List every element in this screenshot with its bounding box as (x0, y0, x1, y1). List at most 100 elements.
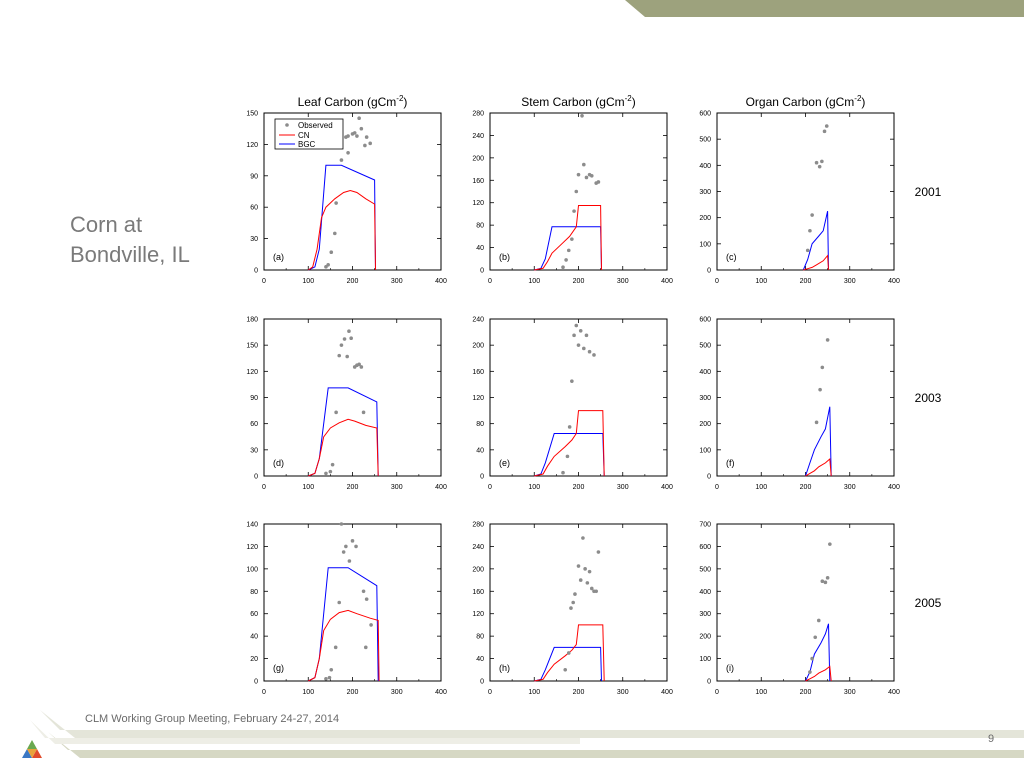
observed-point (596, 550, 601, 554)
x-tick-label: 300 (844, 278, 856, 285)
observed-point (589, 174, 594, 178)
observed-point (355, 134, 359, 138)
panel-label: (c) (726, 252, 737, 262)
y-tick-label: 500 (699, 343, 711, 350)
observed-point (573, 592, 577, 596)
page-number: 9 (988, 733, 995, 745)
x-tick-label: 400 (661, 278, 673, 285)
column-title: Stem Carbon (gCm-2) (521, 94, 636, 109)
plot-frame (489, 318, 668, 477)
plot-frame (489, 523, 668, 682)
x-tick-label: 400 (661, 689, 673, 696)
x-tick-label: 100 (302, 689, 314, 696)
y-tick-label: 80 (250, 589, 258, 596)
x-tick-label: 200 (800, 278, 812, 285)
observed-point (361, 410, 366, 415)
y-tick-label: 240 (472, 544, 484, 551)
x-tick-label: 100 (302, 484, 314, 491)
legend-cn-label: CN (298, 131, 310, 140)
x-tick-label: 300 (617, 278, 629, 285)
slide-title: Corn at Bondville, IL (70, 210, 190, 270)
observed-point (349, 336, 353, 340)
x-tick-label: 400 (888, 689, 900, 696)
plot-frame (489, 112, 668, 271)
observed-point (363, 645, 368, 650)
x-tick-label: 200 (800, 689, 812, 696)
y-tick-label: 200 (472, 343, 484, 350)
y-tick-label: 700 (699, 522, 711, 529)
legend-bgc-label: BGC (298, 140, 316, 149)
x-tick-label: 200 (573, 278, 585, 285)
observed-point (330, 462, 335, 467)
cn-series-line (803, 254, 829, 271)
observed-point (805, 248, 810, 253)
y-tick-label: 120 (472, 395, 484, 402)
observed-point (574, 189, 579, 194)
observed-point (570, 237, 574, 241)
panel-label: (d) (273, 458, 284, 468)
x-tick-label: 300 (617, 689, 629, 696)
y-tick-label: 100 (246, 566, 258, 573)
y-tick-label: 120 (246, 142, 258, 149)
y-tick-label: 120 (246, 369, 258, 376)
observed-point (585, 581, 590, 585)
observed-point (813, 635, 818, 640)
x-tick-label: 300 (391, 278, 403, 285)
observed-point (326, 262, 330, 267)
x-tick-label: 400 (435, 484, 447, 491)
x-tick-label: 400 (435, 689, 447, 696)
observed-point (561, 470, 565, 475)
observed-point (368, 141, 373, 146)
observed-point (569, 606, 573, 610)
observed-point (823, 580, 828, 585)
y-tick-label: 150 (246, 111, 258, 118)
observed-point (565, 454, 570, 459)
x-tick-label: 100 (302, 278, 314, 285)
plot-frame (716, 523, 895, 682)
y-tick-label: 180 (246, 317, 258, 324)
observed-point (334, 410, 338, 415)
observed-point (339, 522, 344, 526)
observed-point (578, 328, 583, 333)
observed-point (587, 569, 592, 574)
y-tick-label: 60 (250, 205, 258, 212)
x-tick-label: 300 (617, 484, 629, 491)
observed-point (339, 343, 344, 347)
y-tick-label: 0 (254, 268, 258, 275)
x-tick-label: 200 (347, 689, 359, 696)
slide-title-line1: Corn at (70, 212, 143, 237)
observed-point (329, 250, 334, 255)
observed-point (352, 131, 357, 135)
column-title: Organ Carbon (gCm-2) (746, 94, 866, 109)
y-tick-label: 300 (699, 611, 711, 618)
observed-point (357, 362, 361, 367)
observed-point (324, 471, 328, 476)
bgc-series-line (802, 210, 829, 271)
cn-series-line (805, 457, 832, 477)
column-title: Leaf Carbon (gCm-2) (298, 94, 408, 109)
observed-point (824, 124, 829, 128)
observed-point (571, 600, 575, 605)
observed-point (346, 134, 350, 138)
cn-series-line (534, 205, 602, 271)
x-tick-label: 300 (391, 689, 403, 696)
observed-point (816, 618, 821, 623)
header-band (625, 0, 1024, 17)
cn-series-line (308, 189, 376, 271)
y-tick-label: 120 (246, 544, 258, 551)
x-tick-label: 0 (262, 689, 266, 696)
observed-point (359, 365, 364, 369)
slide-title-line2: Bondville, IL (70, 242, 190, 267)
y-tick-label: 80 (476, 634, 484, 641)
y-tick-label: 200 (699, 634, 711, 641)
x-tick-label: 0 (715, 689, 719, 696)
y-tick-label: 240 (472, 133, 484, 140)
observed-point (592, 353, 596, 357)
y-tick-label: 0 (480, 679, 484, 686)
x-tick-label: 0 (262, 278, 266, 285)
y-tick-label: 100 (699, 447, 711, 454)
plot-frame (716, 112, 895, 271)
x-tick-label: 300 (391, 484, 403, 491)
observed-point (567, 425, 572, 429)
observed-point (820, 365, 825, 370)
